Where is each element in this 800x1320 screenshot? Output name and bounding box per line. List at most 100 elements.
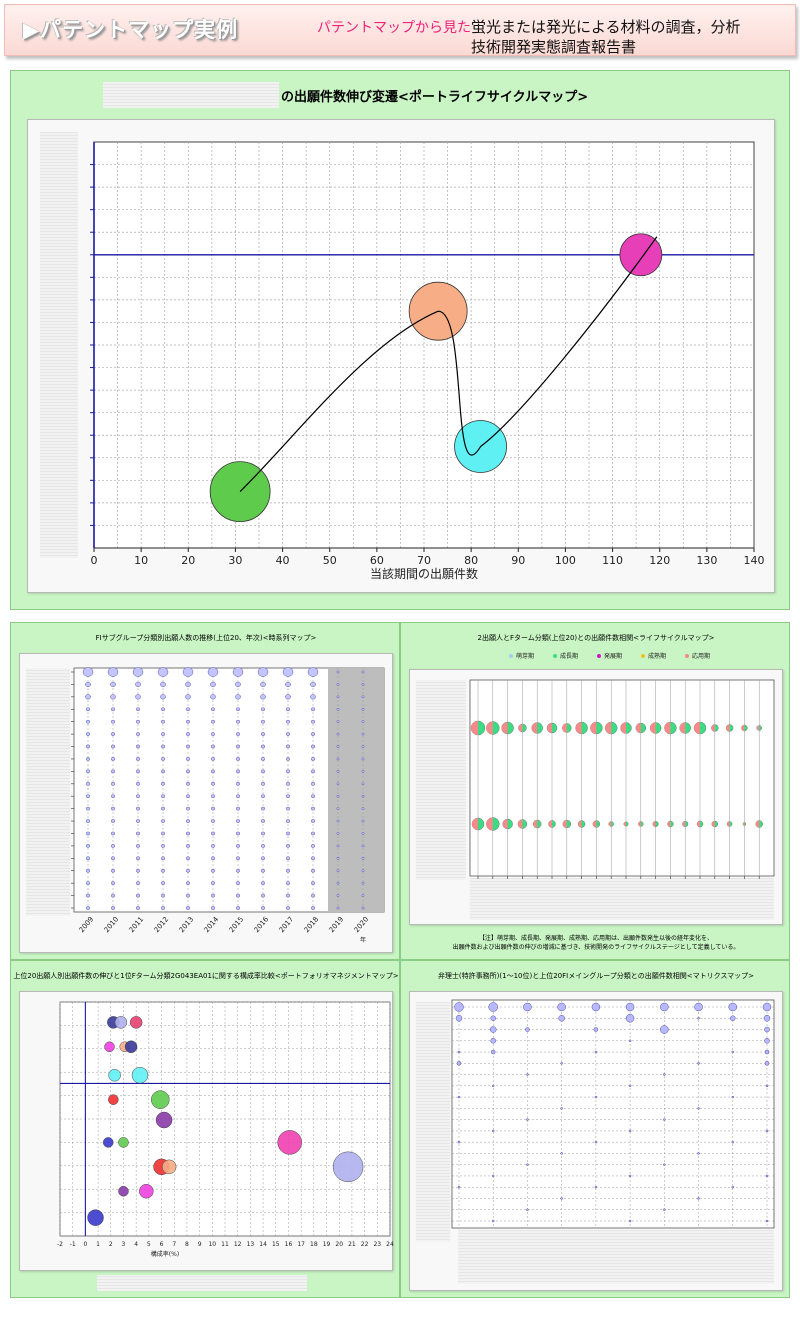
mx-bubble <box>628 1174 632 1178</box>
pf-x-tick-label: 9 <box>198 1241 202 1248</box>
ts-bubble <box>361 670 365 674</box>
pf-bubble-12 <box>102 1137 114 1148</box>
pf-x-tick-label: -2 <box>57 1241 63 1248</box>
lc-legend-marker-2 <box>553 654 557 658</box>
ts-bubble <box>210 856 216 861</box>
ts-bubble <box>85 794 91 799</box>
ts-bubble <box>135 881 141 886</box>
ts-bubble <box>235 806 241 811</box>
redacted-title-prefix <box>103 82 279 108</box>
lc-bubble-half <box>650 722 656 734</box>
ts-bubble <box>235 744 241 749</box>
ts-bubble <box>210 757 216 761</box>
pf-bubble-14 <box>277 1130 302 1155</box>
mx-bubble <box>660 1002 669 1012</box>
ts-bubble <box>260 694 266 700</box>
ts-bubble <box>260 906 266 910</box>
lifecycle-note-line1: 【注】萌芽期、成長期、発展期、成熟期、応用期は、出願件数発生以後の経年変化を、 <box>478 935 713 942</box>
header-subtitle-line2: 技術開発実態調査報告書 <box>471 38 637 56</box>
mx-bubble <box>625 1014 635 1023</box>
ts-bubble <box>285 881 291 886</box>
pf-bubble-13 <box>118 1137 129 1148</box>
mx-bubble <box>457 1185 461 1189</box>
ts-bubble <box>160 831 166 836</box>
ts-bubble <box>260 856 266 861</box>
pf-x-tick-label: 5 <box>147 1241 151 1248</box>
main-x-tick-label: 60 <box>370 554 384 567</box>
pf-x-tick-label: 12 <box>234 1241 242 1248</box>
lc-bubble-half <box>608 821 612 827</box>
ts-bubble <box>185 744 191 749</box>
ts-bubble <box>85 757 91 761</box>
main-x-tick-label: 70 <box>417 554 431 567</box>
ts-bubble <box>182 667 194 677</box>
ts-bubble <box>235 719 241 724</box>
mx-bubble <box>628 1039 632 1043</box>
main-chart-title: の出願件数伸び変遷<ポートライフサイクルマップ> <box>281 90 589 105</box>
main-x-tick-label: 130 <box>696 554 717 567</box>
ts-bubble <box>185 844 191 848</box>
ts-bubble <box>285 844 291 848</box>
lc-bubble-half <box>471 721 478 735</box>
ts-bubble <box>310 893 316 898</box>
lc-bubble-half <box>635 723 641 733</box>
lc-bubble-half <box>755 820 760 828</box>
matrix-area <box>409 991 783 1291</box>
ts-bubble <box>210 681 216 688</box>
mx-bubble <box>765 1084 769 1088</box>
ts-bubble <box>210 794 216 799</box>
ts-year-label: 2011 <box>128 915 146 934</box>
ts-bubble <box>85 781 91 786</box>
ts-bubble <box>361 683 365 686</box>
main-x-tick-label: 80 <box>464 554 478 567</box>
lc-bubble-half <box>517 819 523 829</box>
ts-bubble <box>110 769 116 774</box>
ts-bubble <box>336 844 340 848</box>
mx-bubble <box>594 1095 598 1099</box>
pf-x-tick-label: 7 <box>172 1241 176 1248</box>
lc-bubble-half <box>605 722 612 734</box>
ts-bubble <box>361 869 365 873</box>
ts-bubble <box>82 667 94 677</box>
ts-bubble <box>185 707 191 712</box>
ts-bubble <box>160 781 166 786</box>
ts-bubble <box>135 906 141 910</box>
ts-bubble <box>235 881 241 886</box>
ts-year-label: 2014 <box>203 915 221 934</box>
ts-bubble <box>135 806 141 811</box>
ts-year-label: 2016 <box>253 915 271 934</box>
ts-bubble <box>260 681 266 688</box>
pf-x-tick-label: -1 <box>70 1241 76 1248</box>
ts-bubble <box>235 893 241 898</box>
lc-legend-marker-4 <box>641 654 645 658</box>
pf-x-tick-label: 24 <box>386 1241 394 1248</box>
mx-bubble <box>491 1129 495 1133</box>
ts-bubble <box>85 856 91 861</box>
ts-bubble <box>185 794 191 799</box>
ts-bubble <box>361 794 365 798</box>
pf-x-tick-label: 10 <box>208 1241 216 1248</box>
ts-bubble <box>361 695 365 699</box>
lc-bubble-half <box>472 818 478 830</box>
mx-bubble <box>523 1002 532 1012</box>
ts-bubble <box>210 868 216 873</box>
ts-bubble <box>185 906 191 910</box>
ts-bubble <box>235 819 241 823</box>
ts-bubble <box>85 906 91 910</box>
lc-bubble-half <box>501 722 508 734</box>
ts-year-label: 2015 <box>228 915 246 934</box>
ts-bubble <box>210 893 216 898</box>
ts-bubble <box>260 757 266 761</box>
main-x-tick-label: 110 <box>602 554 623 567</box>
pf-x-tick-label: 21 <box>348 1241 356 1248</box>
ts-shaded-region <box>328 668 384 912</box>
ts-bubble <box>310 881 316 886</box>
ts-bubble <box>285 831 291 836</box>
ts-bubble <box>85 694 91 700</box>
ts-bubble <box>135 744 141 749</box>
main-x-tick-label: 140 <box>744 554 765 567</box>
mx-bubble <box>591 1002 601 1012</box>
mx-bubble <box>490 1049 496 1055</box>
ts-bubble <box>336 695 340 699</box>
mx-bubble <box>697 1197 700 1200</box>
